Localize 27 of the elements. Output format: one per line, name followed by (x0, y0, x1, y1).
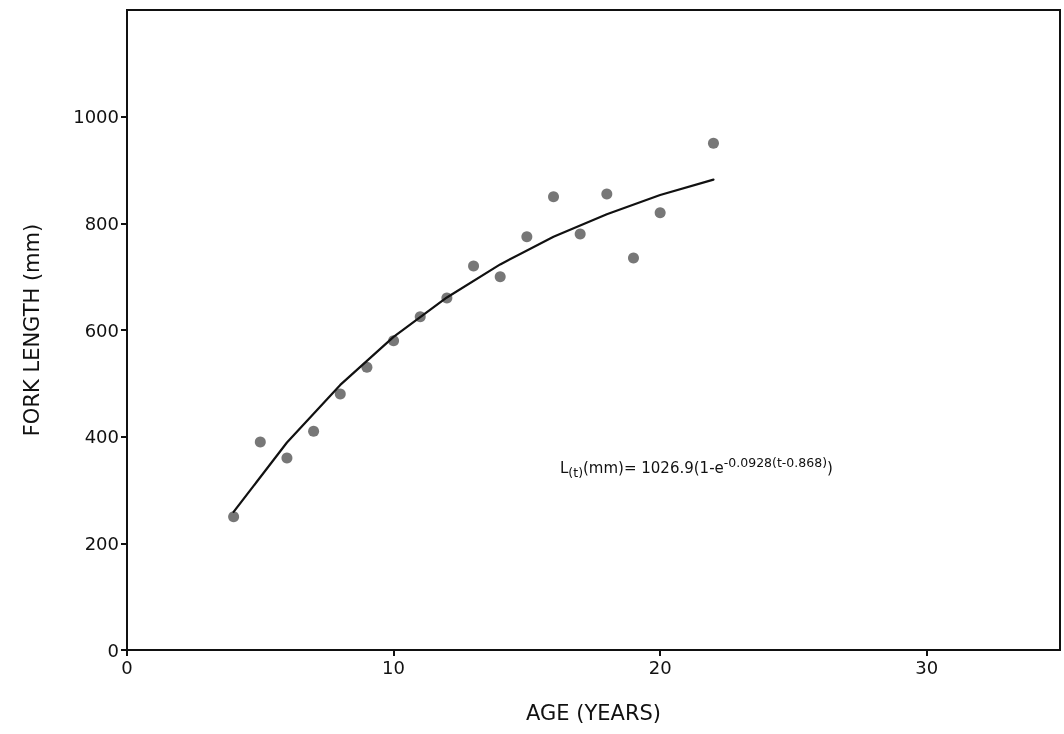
point (254, 436, 266, 448)
point (654, 207, 666, 219)
x-tick-label: 20 (648, 656, 672, 678)
y-tick-label: 800 (84, 212, 119, 234)
point (574, 228, 586, 240)
point (494, 271, 506, 283)
point (521, 231, 533, 243)
point (334, 388, 346, 400)
annotation: L$_{(t)}$(mm)= 1026.9(1-e$^{-0.0928(t-0.868)}$) (560, 455, 833, 480)
y-tick-label: 200 (84, 532, 119, 554)
y-tick-label: 400 (84, 426, 119, 448)
point (628, 252, 639, 264)
x-tick-label: 0 (121, 656, 133, 678)
y-axis-title: FORK LENGTH (mm) (19, 223, 44, 437)
point (228, 511, 240, 523)
point (308, 425, 320, 437)
point (468, 260, 480, 272)
x-tick-label: 30 (915, 656, 939, 678)
point (707, 137, 719, 149)
y-tick-label: 0 (107, 639, 119, 661)
point (601, 188, 613, 200)
point (281, 452, 293, 464)
point (548, 191, 560, 203)
x-tick-label: 10 (382, 656, 406, 678)
x-axis-title: AGE (YEARS) (526, 700, 661, 725)
y-tick-label: 600 (84, 319, 119, 341)
y-tick-label: 1000 (73, 106, 119, 128)
